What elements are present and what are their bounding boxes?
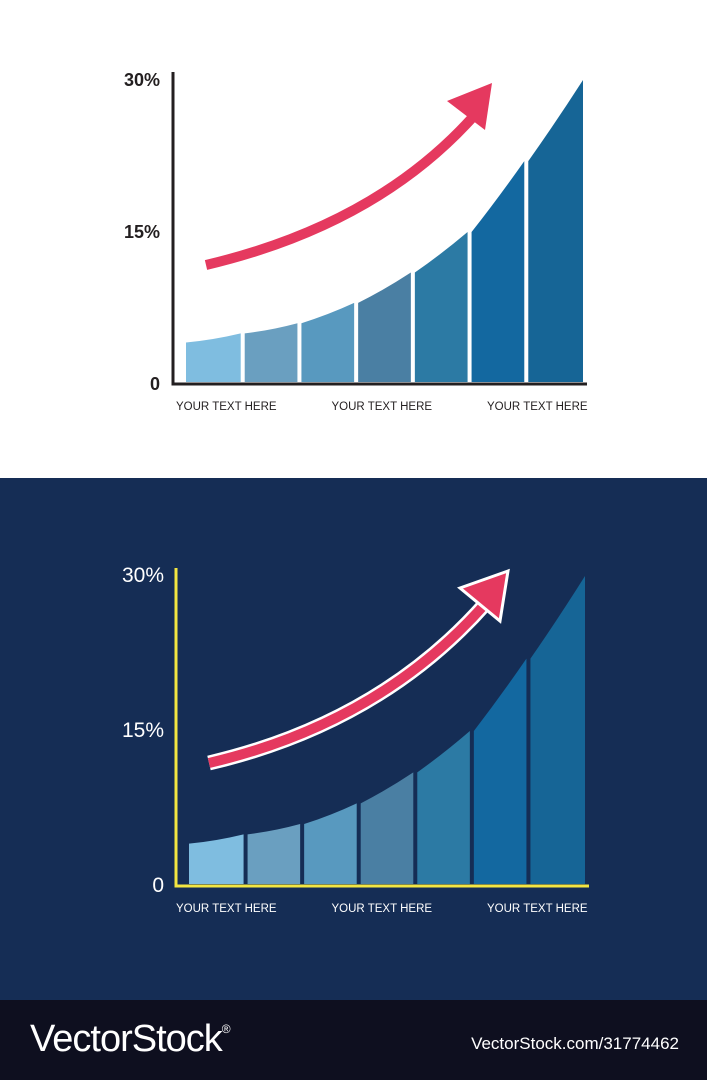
x-label: YOUR TEXT HERE [487, 903, 588, 915]
y-tick-label: 15% [122, 719, 164, 742]
bar [473, 658, 527, 884]
x-label: YOUR TEXT HERE [332, 903, 433, 915]
bar [530, 576, 585, 884]
arrow-shaft-outline [207, 598, 492, 771]
bar [244, 323, 298, 382]
trend-arrow [207, 568, 510, 771]
bar [247, 824, 301, 884]
y-tick-labels: 30% 15% 0 [124, 70, 160, 394]
arrow-shaft [204, 114, 476, 270]
bar [304, 803, 357, 884]
arrow-head [457, 568, 510, 624]
bar-series [186, 80, 583, 382]
bar [301, 302, 355, 382]
bar [186, 333, 241, 382]
y-tick-label: 0 [152, 874, 164, 897]
trend-arrow [204, 83, 492, 270]
image-id-text: VectorStock.com/31774462 [471, 1034, 679, 1053]
y-tick-label: 0 [150, 374, 160, 394]
bar [414, 232, 468, 382]
bar-series [189, 576, 585, 884]
light-chart-panel: 30% 15% 0 YOUR TEXT HERE YOUR TEXT HERE YOUR … [0, 0, 707, 478]
y-tick-label: 30% [124, 70, 160, 90]
arrow-head [447, 83, 492, 130]
watermark-footer: VectorStock® VectorStock.com/31774462 [0, 1000, 707, 1080]
bar [528, 80, 583, 382]
y-tick-labels: 30% 15% 0 [122, 564, 164, 897]
bar [189, 834, 244, 884]
x-label: YOUR TEXT HERE [487, 401, 588, 413]
arrow-shaft [207, 599, 490, 768]
y-tick-label: 30% [122, 564, 164, 587]
vectorstock-logo: VectorStock® [30, 1018, 231, 1060]
bar [360, 772, 414, 884]
x-labels: YOUR TEXT HERE YOUR TEXT HERE YOUR TEXT HE… [176, 401, 588, 413]
x-labels: YOUR TEXT HERE YOUR TEXT HERE YOUR TEXT HE… [176, 903, 588, 915]
x-label: YOUR TEXT HERE [176, 903, 277, 915]
bar [471, 161, 525, 382]
y-tick-label: 15% [124, 222, 160, 242]
x-label: YOUR TEXT HERE [176, 401, 277, 413]
x-label: YOUR TEXT HERE [332, 401, 433, 413]
dark-chart-panel: 30% 15% 0 YOUR TEXT HERE YOUR TEXT HERE YOUR … [0, 478, 707, 1000]
bar [358, 272, 411, 382]
bar [417, 731, 470, 884]
